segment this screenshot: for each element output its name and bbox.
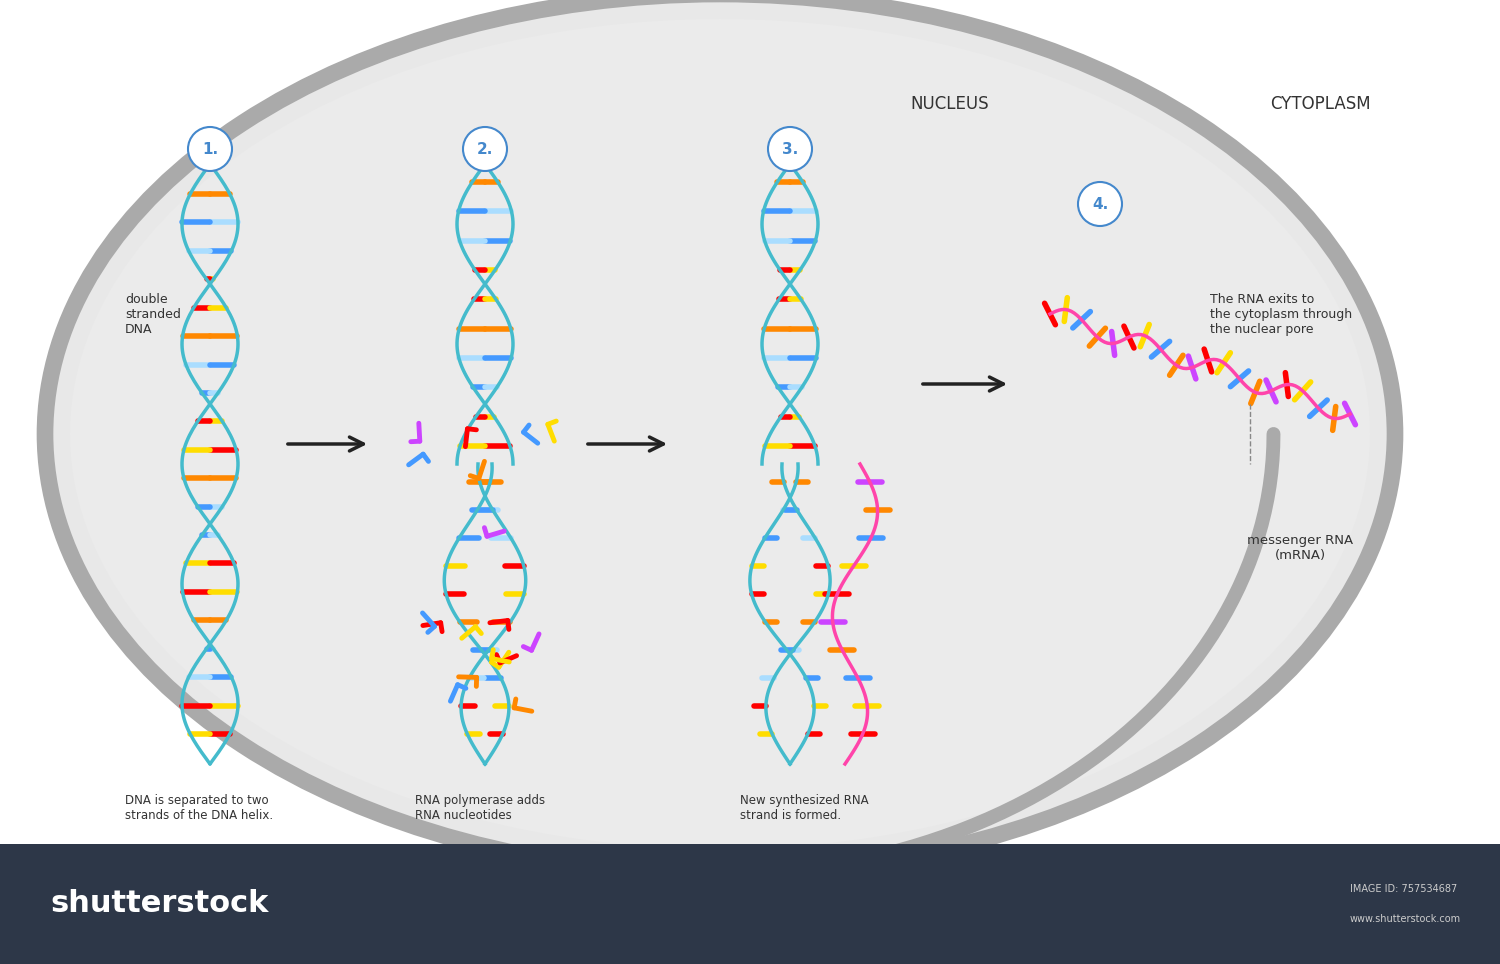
- Text: RNA polymerase adds
RNA nucleotides: RNA polymerase adds RNA nucleotides: [416, 794, 544, 822]
- Text: NUCLEUS: NUCLEUS: [910, 95, 990, 113]
- Circle shape: [768, 127, 812, 171]
- Text: The RNA exits to
the cytoplasm through
the nuclear pore: The RNA exits to the cytoplasm through t…: [1210, 292, 1352, 335]
- Circle shape: [188, 127, 232, 171]
- Text: double
stranded
DNA: double stranded DNA: [124, 292, 182, 335]
- Text: IMAGE ID: 757534687: IMAGE ID: 757534687: [1350, 884, 1456, 894]
- Ellipse shape: [45, 0, 1395, 874]
- Text: shutterstock: shutterstock: [50, 890, 268, 919]
- Text: CYTOPLASM: CYTOPLASM: [1269, 95, 1371, 113]
- Circle shape: [464, 127, 507, 171]
- Text: 4.: 4.: [1092, 197, 1108, 211]
- Circle shape: [1078, 182, 1122, 226]
- Text: DNA is separated to two
strands of the DNA helix.: DNA is separated to two strands of the D…: [124, 794, 273, 822]
- Text: 1.: 1.: [202, 142, 217, 156]
- Text: messenger RNA
(mRNA): messenger RNA (mRNA): [1246, 534, 1353, 562]
- Text: 3.: 3.: [782, 142, 798, 156]
- Text: New synthesized RNA
strand is formed.: New synthesized RNA strand is formed.: [740, 794, 868, 822]
- Ellipse shape: [70, 19, 1370, 849]
- Bar: [0, 844, 1500, 964]
- Text: www.shutterstock.com: www.shutterstock.com: [1350, 914, 1461, 924]
- Text: 2.: 2.: [477, 142, 494, 156]
